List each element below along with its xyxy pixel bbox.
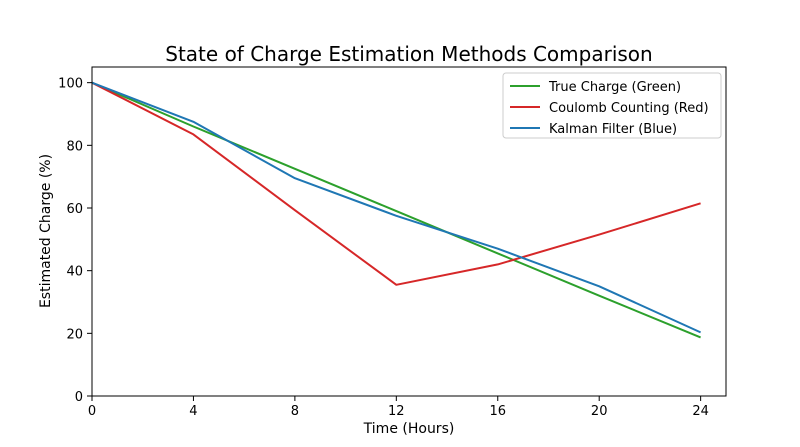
legend: True Charge (Green) Coulomb Counting (Red…	[502, 72, 722, 139]
legend-label-2: Kalman Filter (Blue)	[549, 122, 677, 137]
x-tick-label: 8	[291, 404, 299, 419]
x-tick-label: 24	[692, 404, 709, 419]
x-tick-label: 16	[489, 404, 506, 419]
series-line-0	[91, 81, 701, 339]
y-tick-label: 20	[66, 327, 83, 342]
y-tick-label: 40	[66, 265, 83, 280]
legend-label-1: Coulomb Counting (Red)	[549, 101, 709, 116]
series-line-1	[91, 81, 701, 286]
y-axis: 0 20 40 60 80 100	[58, 77, 92, 405]
chart-title: State of Charge Estimation Methods Compa…	[165, 42, 652, 66]
series-layer	[91, 81, 702, 339]
legend-label-0: True Charge (Green)	[548, 80, 681, 95]
y-tick-label: 60	[66, 202, 83, 217]
plot-area	[91, 66, 727, 397]
x-tick-label: 0	[88, 404, 96, 419]
x-axis-label: Time (Hours)	[363, 421, 455, 437]
legend-box	[502, 72, 722, 139]
y-tick-label: 0	[75, 390, 83, 405]
y-tick-label: 100	[58, 77, 83, 92]
x-axis: 0 4 8 12 16 20 24	[88, 396, 709, 419]
y-axis-label: Estimated Charge (%)	[38, 154, 54, 308]
plot-frame	[91, 66, 727, 397]
x-tick-label: 20	[591, 404, 608, 419]
y-tick-label: 80	[66, 139, 83, 154]
series-line-2	[91, 81, 702, 334]
x-tick-label: 4	[189, 404, 197, 419]
x-tick-label: 12	[388, 404, 405, 419]
